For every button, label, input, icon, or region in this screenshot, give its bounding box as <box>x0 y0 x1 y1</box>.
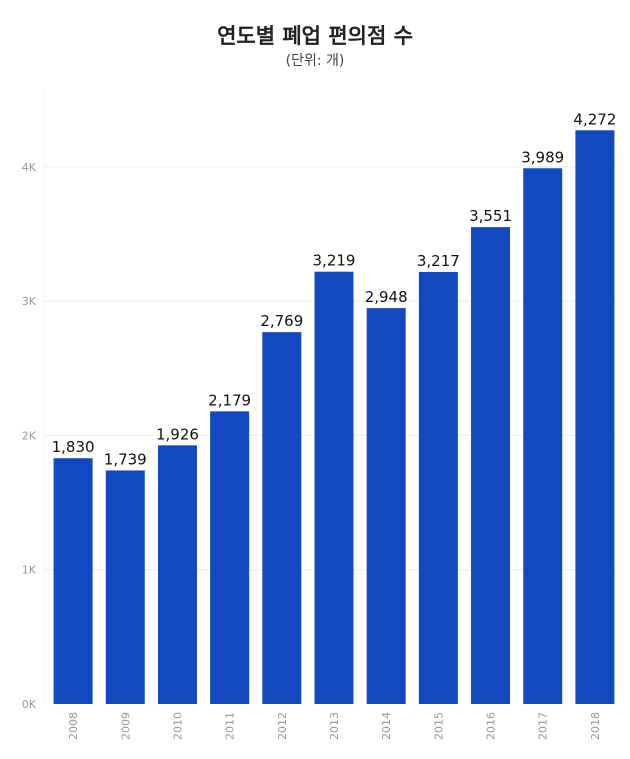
x-tick-label: 2011 <box>224 712 237 740</box>
x-tick-label: 2015 <box>432 712 445 740</box>
x-tick-label: 2008 <box>67 712 80 740</box>
x-tick-label: 2016 <box>485 712 498 740</box>
bar <box>366 308 406 704</box>
bar <box>262 332 302 704</box>
x-tick-label: 2018 <box>589 712 602 740</box>
bar <box>314 271 354 704</box>
x-tick-label: 2012 <box>276 712 289 740</box>
bar <box>53 458 93 704</box>
x-tick-label: 2010 <box>171 712 184 740</box>
y-tick-label: 4K <box>22 161 37 174</box>
y-tick-label: 1K <box>22 564 37 577</box>
data-label: 2,769 <box>260 312 303 330</box>
x-tick-label: 2014 <box>380 712 393 740</box>
x-axis: 2008 2009 2010 2011 2012 2013 2014 2015 2016 2017… <box>67 712 602 740</box>
data-label: 2,948 <box>365 288 408 306</box>
y-tick-label: 2K <box>22 429 37 442</box>
data-labels: 1,830 1,739 1,926 2,179 2,769 3,219 2,948 3,217… <box>52 110 617 468</box>
bar <box>575 130 615 705</box>
chart-title: 연도별 폐업 편의점 수 <box>217 24 413 48</box>
bar <box>210 411 250 704</box>
y-tick-label: 0K <box>22 698 37 711</box>
x-tick-label: 2017 <box>537 712 550 740</box>
data-label: 1,739 <box>104 450 147 468</box>
data-label: 2,179 <box>208 391 251 409</box>
bar <box>418 271 458 704</box>
data-label: 3,217 <box>417 252 460 270</box>
data-label: 3,219 <box>313 252 356 270</box>
data-label: 3,989 <box>521 148 564 166</box>
bars <box>53 130 615 705</box>
bar <box>157 445 197 704</box>
chart-subtitle: (단위: 개) <box>285 53 345 69</box>
data-label: 1,926 <box>156 425 199 443</box>
data-label: 1,830 <box>52 438 95 456</box>
x-tick-label: 2013 <box>328 712 341 740</box>
y-axis: 0K 1K 2K 3K 4K <box>22 161 37 711</box>
data-label: 4,272 <box>573 110 616 128</box>
bar <box>471 227 511 704</box>
data-label: 3,551 <box>469 207 512 225</box>
x-tick-label: 2009 <box>119 712 132 740</box>
y-tick-label: 3K <box>22 295 37 308</box>
bar <box>105 470 145 704</box>
bar <box>523 168 563 705</box>
